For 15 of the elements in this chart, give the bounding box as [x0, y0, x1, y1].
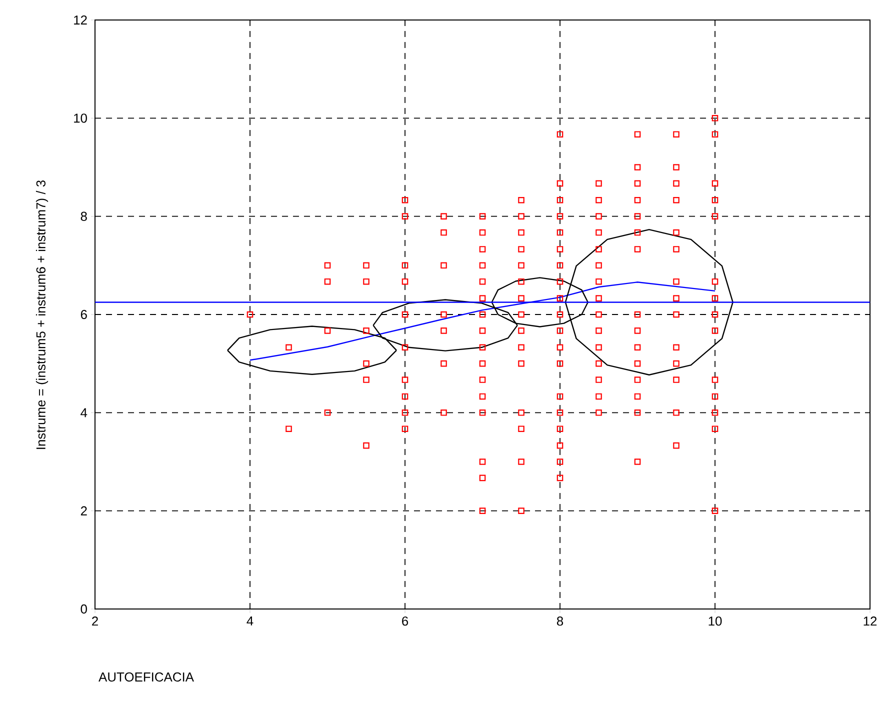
y-tick-label: 4	[80, 408, 88, 418]
x-tick-label: 10	[708, 616, 722, 626]
x-axis-title: AUTOEFICACIA	[98, 672, 194, 682]
y-tick-label: 8	[80, 212, 87, 221]
y-tick-label: 12	[74, 15, 87, 25]
x-tick-label: 4	[246, 616, 254, 626]
y-tick-label: 0	[80, 604, 87, 614]
y-axis-title: Instrume = (instrum5 + instrum6 + instrum7) / 3	[36, 180, 48, 449]
x-tick-label: 2	[92, 616, 98, 626]
y-tick-label: 2	[80, 506, 87, 516]
x-tick-label: 12	[864, 616, 877, 626]
y-tick-label: 10	[74, 114, 87, 123]
x-tick-label: 6	[402, 616, 408, 626]
y-tick-label: 6	[80, 310, 87, 320]
x-tick-label: 8	[556, 616, 564, 626]
